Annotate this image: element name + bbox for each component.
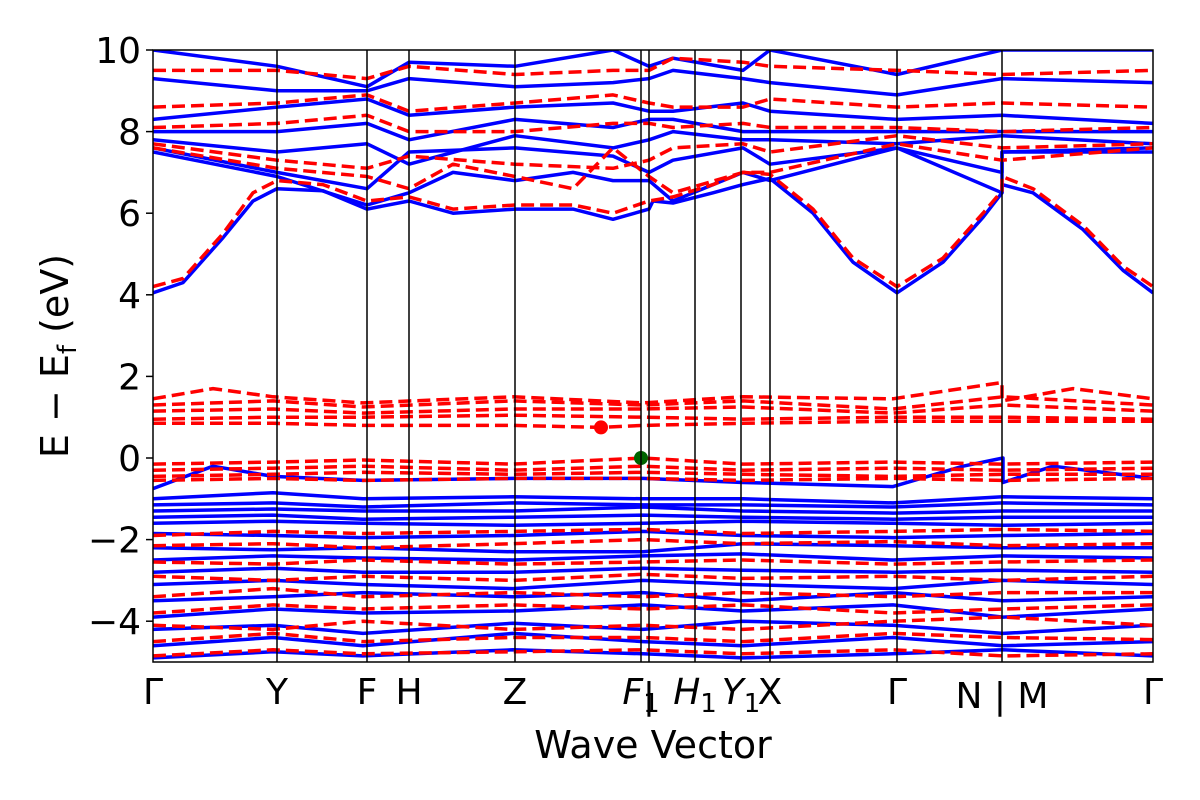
x-tick-label-2: F: [357, 672, 378, 713]
band-line-spin-down-13: [153, 419, 1153, 430]
y-tick-label-6: 8: [118, 113, 141, 154]
x-axis-ticks: Γ Y F H Z F1| H1 Y1X Γ N | M Γ: [143, 672, 1163, 719]
band-line-spin-down-19: [153, 142, 1153, 195]
band-line-spin-up-3: [153, 603, 1153, 619]
cbm-marker: [594, 420, 608, 435]
y-tick-label-2: 0: [118, 439, 141, 480]
x-tick-label-7: H1: [673, 672, 717, 719]
y-axis-title-main: E − E: [33, 354, 77, 458]
band-line-spin-up-4: [153, 590, 1153, 603]
band-line-spin-down-17: [153, 380, 1153, 405]
y-axis-ticks: −4 −2 0 2 4 6 8 10: [88, 31, 153, 643]
bands-layer: [153, 50, 1153, 660]
x-tick-label-12: Γ: [1143, 672, 1163, 713]
band-line-spin-up-17: [153, 146, 1153, 207]
x-tick-label-11: N | M: [955, 676, 1048, 717]
band-line-spin-up-13: [153, 501, 1153, 509]
band-line-spin-up-15: [153, 456, 1153, 491]
band-line-spin-up-11: [153, 513, 1153, 521]
band-line-spin-up-16: [153, 176, 1153, 295]
band-line-spin-down-14: [153, 413, 1153, 421]
y-axis-title: E − Ef (eV): [33, 254, 83, 458]
x-tick-label-9: X: [758, 672, 783, 713]
band-line-spin-up-7: [153, 552, 1153, 562]
y-tick-label-1: −2: [88, 521, 141, 562]
x-tick-label-3: H: [395, 672, 422, 713]
band-line-spin-up-1: [153, 631, 1153, 648]
x-axis-title: Wave Vector: [534, 723, 772, 767]
band-line-spin-up-5: [153, 578, 1153, 591]
plot-frame: [152, 49, 1154, 663]
band-line-spin-up-8: [153, 541, 1153, 554]
band-line-spin-down-6: [153, 558, 1153, 566]
y-tick-label-4: 4: [118, 276, 141, 317]
band-line-spin-up-2: [153, 619, 1153, 636]
band-line-spin-up-14: [153, 490, 1153, 505]
x-tick-label-8: Y1: [722, 672, 761, 719]
kpath-lines: [276, 50, 1003, 662]
y-tick-label-0: −4: [88, 602, 141, 643]
x-tick-label-10: Γ: [887, 672, 907, 713]
x-tick-label-4: Z: [503, 672, 528, 713]
y-axis-title-unit: (eV): [33, 254, 77, 345]
band-line-spin-up-18: [153, 146, 1153, 191]
band-line-spin-up-0: [153, 648, 1153, 660]
y-axis-title-sub: f: [53, 344, 83, 354]
band-line-spin-up-10: [153, 519, 1153, 528]
x-tick-label-6: |: [643, 676, 655, 717]
x-tick-label-5: F1: [622, 672, 659, 719]
x-tick-label-0: Γ: [143, 672, 163, 713]
band-line-spin-up-9: [153, 529, 1153, 540]
y-tick-label-3: 2: [118, 357, 141, 398]
y-tick-label-7: 10: [95, 31, 141, 72]
band-line-spin-up-12: [153, 505, 1153, 515]
y-tick-label-5: 6: [118, 194, 141, 235]
x-tick-label-1: Y: [265, 672, 289, 713]
band-line-spin-up-6: [153, 566, 1153, 574]
